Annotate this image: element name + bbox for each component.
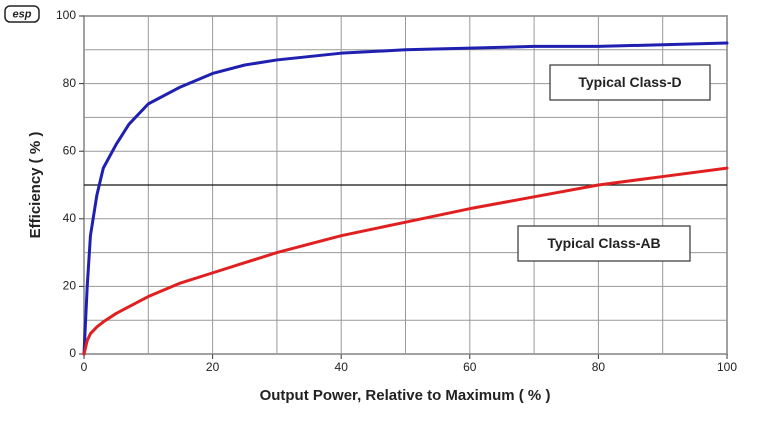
x-axis-label: Output Power, Relative to Maximum ( % ): [260, 387, 551, 404]
x-tick-label: 60: [463, 360, 477, 374]
x-tick-label: 80: [592, 360, 606, 374]
y-tick-label: 60: [63, 143, 77, 157]
x-tick-label: 20: [206, 360, 220, 374]
legend-label: Typical Class-D: [578, 74, 681, 90]
line-series: [82, 166, 729, 356]
y-tick-label: 100: [56, 8, 76, 22]
x-tick-label: 0: [81, 360, 88, 374]
x-tick-label: 40: [335, 360, 349, 374]
y-tick-label: 80: [63, 76, 77, 90]
y-tick-label: 0: [69, 346, 76, 360]
legend-box: [549, 64, 711, 101]
y-tick-label: 40: [63, 211, 77, 225]
line-series: [82, 41, 729, 356]
y-axis-label: Efficiency ( % ): [27, 132, 44, 239]
legend-label: Typical Class-AB: [547, 235, 660, 251]
legend-box: [517, 225, 691, 262]
y-tick-label: 20: [63, 279, 77, 293]
logo-frame: [4, 5, 40, 23]
x-tick-label: 100: [717, 360, 737, 374]
logo: esp: [13, 8, 32, 20]
